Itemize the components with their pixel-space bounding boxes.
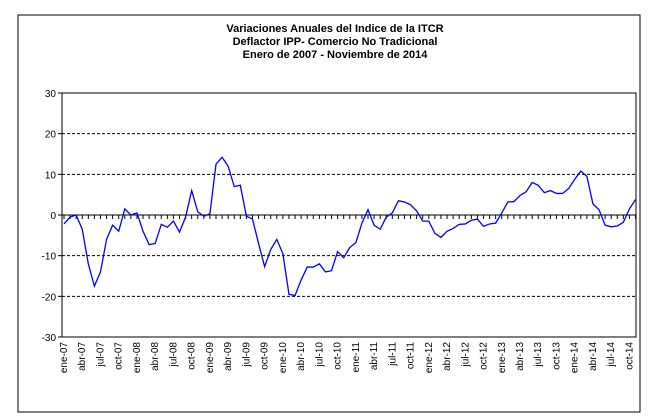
x-tick-label: ene-10 — [278, 342, 289, 374]
data-line — [63, 156, 637, 297]
x-tick-label: abr-11 — [369, 342, 380, 371]
x-tick-label: abr-09 — [223, 342, 234, 371]
x-tick-label: abr-08 — [150, 342, 161, 371]
x-tick-label: jul-12 — [460, 342, 471, 368]
x-tick-label: oct-07 — [114, 342, 125, 370]
x-tick-label: oct-11 — [406, 342, 417, 369]
x-tick-label: jul-09 — [241, 342, 252, 368]
y-tick-label: 10 — [45, 170, 57, 181]
chart-title: Deflactor IPP- Comercio No Tradicional — [233, 36, 438, 48]
x-tick-label: oct-10 — [333, 342, 344, 370]
x-tick-label: jul-11 — [387, 342, 398, 367]
y-tick-label: 0 — [50, 211, 56, 222]
x-tick-label: jul-14 — [606, 342, 617, 368]
x-tick-label: jul-07 — [95, 342, 106, 368]
y-tick-label: -30 — [42, 333, 57, 344]
y-tick-label: -20 — [42, 292, 57, 303]
x-tick-label: oct-13 — [551, 342, 562, 370]
x-tick-label: ene-11 — [351, 342, 362, 373]
y-tick-label: 30 — [45, 89, 57, 100]
x-tick-label: ene-14 — [570, 342, 581, 374]
chart-title: Enero de 2007 - Noviembre de 2014 — [243, 49, 429, 61]
x-tick-label: ene-07 — [59, 342, 70, 374]
x-tick-label: ene-13 — [497, 342, 508, 374]
x-tick-label: oct-12 — [479, 342, 490, 370]
x-tick-label: jul-13 — [533, 342, 544, 368]
x-tick-label: jul-08 — [168, 342, 179, 368]
x-tick-label: abr-10 — [296, 342, 307, 371]
x-tick-label: abr-12 — [442, 342, 453, 371]
y-tick-label: -10 — [42, 252, 57, 263]
chart-frame — [17, 14, 641, 413]
x-tick-label: abr-13 — [515, 342, 526, 371]
x-tick-label: ene-08 — [132, 342, 143, 374]
x-tick-label: jul-10 — [314, 342, 325, 368]
x-tick-label: oct-08 — [187, 342, 198, 370]
y-tick-label: 20 — [45, 130, 57, 141]
x-tick-label: ene-09 — [205, 342, 216, 374]
x-tick-label: ene-12 — [424, 342, 435, 374]
x-tick-label: abr-14 — [588, 342, 599, 371]
x-tick-label: oct-14 — [624, 342, 635, 370]
chart-title: Variaciones Anuales del Indice de la ITC… — [226, 23, 443, 35]
x-tick-label: oct-09 — [260, 342, 271, 370]
x-tick-label: abr-07 — [77, 342, 88, 371]
